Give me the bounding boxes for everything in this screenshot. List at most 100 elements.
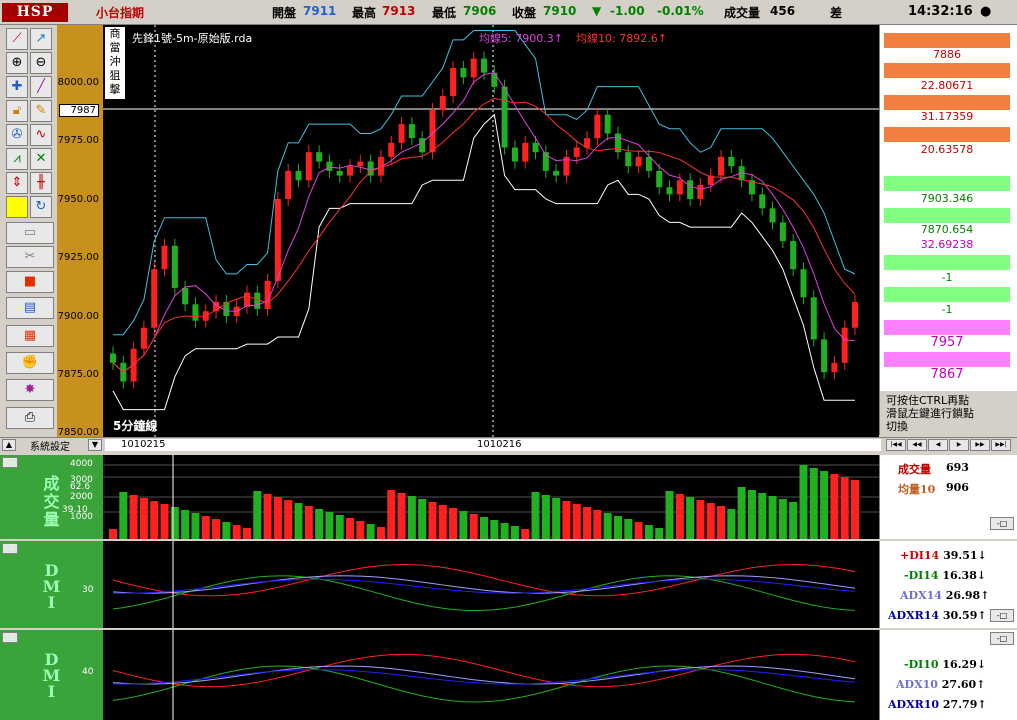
candle	[460, 60, 467, 85]
scroll-up-icon[interactable]: ▲	[2, 439, 16, 451]
folder-icon[interactable]: ▭	[6, 222, 54, 244]
pointer-icon[interactable]: ↗	[30, 28, 52, 50]
date-tick: 1010216	[477, 439, 522, 450]
volume-bar	[418, 499, 427, 539]
quote-bar: HSP 小台指期 開盤 7911 最高 7913 最低 7906 收盤 7910…	[0, 0, 1017, 25]
volume-bar	[851, 480, 859, 539]
vol-tick: 3000	[70, 475, 93, 485]
first-page-button[interactable]: |◀◀	[886, 439, 906, 451]
vol-tick-small: 62.6	[70, 482, 91, 492]
report-icon[interactable]: ▤	[6, 297, 54, 319]
candle	[687, 173, 694, 207]
value-bar-orange	[884, 95, 1010, 110]
pin-icon[interactable]: -□	[990, 609, 1014, 622]
refresh-icon[interactable]: ↻	[30, 196, 52, 218]
lock-icon[interactable]: 🔓︎	[6, 100, 28, 122]
volume-bar	[531, 492, 540, 539]
value-bar-orange	[884, 127, 1010, 142]
value-text: 7870.654	[920, 223, 974, 236]
grid-icon[interactable]: ▦	[6, 325, 54, 347]
candle	[501, 79, 508, 155]
arrow-up-icon: ↑	[977, 609, 987, 622]
trend-line-icon[interactable]: ⟋	[6, 28, 28, 50]
adx-line	[112, 575, 856, 594]
volume-bar	[737, 487, 746, 539]
vol-tick: 2000	[70, 492, 93, 502]
back-button[interactable]: ◀	[928, 439, 948, 451]
pin-icon[interactable]: -□	[990, 632, 1014, 645]
arrow-up-icon: ↑	[977, 698, 987, 711]
scroll-down-icon[interactable]: ▼	[88, 439, 102, 451]
zoom-in-icon[interactable]: ⊕	[6, 52, 28, 74]
pin-icon[interactable]: -□	[2, 457, 18, 468]
date-track[interactable]: 1010215 1010216	[105, 439, 881, 451]
candle	[645, 149, 652, 178]
volume-bar	[768, 496, 777, 539]
stop-icon[interactable]: ■	[6, 271, 54, 293]
candle	[542, 145, 549, 178]
pin-icon[interactable]: -□	[990, 517, 1014, 530]
wave-icon[interactable]: ∿	[30, 124, 52, 146]
volume-bar	[232, 525, 241, 539]
dmi1-name: -DI14	[904, 569, 939, 582]
value-text: -1	[941, 271, 953, 284]
up-down-icon[interactable]: ⇕	[6, 172, 28, 194]
volume-chart[interactable]	[103, 455, 879, 539]
adxr-line	[112, 669, 856, 685]
fast-forward-button[interactable]: ▶▶	[970, 439, 990, 451]
indicator-values-panel: 7886 22.80671 31.17359 20.63578 7903.346…	[879, 25, 1017, 435]
value-bar-green	[884, 176, 1010, 191]
dmi2-plot	[112, 630, 856, 720]
pencil-icon[interactable]: ✎	[30, 100, 52, 122]
candle	[254, 285, 261, 316]
volume-bar	[242, 528, 251, 539]
pin-icon[interactable]: -□	[2, 543, 18, 554]
settings-wheel-icon[interactable]: ✇	[6, 124, 28, 146]
volume-bar	[428, 502, 437, 539]
candle-icon[interactable]: ╫	[30, 172, 52, 194]
value-bar-orange	[884, 63, 1010, 78]
candle	[779, 215, 786, 249]
dmi2-row: -DI10 16.29↓	[904, 658, 986, 671]
plus-di-line	[112, 563, 856, 597]
adxr-line	[112, 578, 856, 594]
price-tick: 7950.00	[57, 194, 99, 205]
candle	[419, 131, 426, 160]
dmi2-chart[interactable]	[103, 630, 879, 720]
last-page-button[interactable]: ▶▶|	[991, 439, 1011, 451]
gloves-icon[interactable]: ✊	[6, 352, 54, 374]
candle	[522, 135, 529, 169]
line-tool-icon[interactable]: ╱	[30, 76, 52, 98]
cut-icon[interactable]: ✂	[6, 246, 54, 268]
hint-line: 可按住CTRL再點	[886, 394, 970, 407]
candle	[553, 163, 560, 183]
splash-icon[interactable]: ✸	[6, 379, 54, 401]
candle	[398, 117, 405, 150]
candlestick-chart[interactable]: 先鋒1號-5m-原始版.rda 均線5: 7900.3↑ 均線10: 7892.…	[103, 25, 879, 437]
yellow-color-icon[interactable]	[6, 196, 28, 218]
candle	[336, 163, 343, 183]
ma10-line	[112, 97, 856, 373]
crosshair-icon[interactable]: ✚	[6, 76, 28, 98]
zoom-out-icon[interactable]: ⊖	[30, 52, 52, 74]
volume-label: 成交量	[724, 6, 761, 20]
arrow-down-icon: ↓	[977, 549, 987, 562]
side-tag-char: 狙	[109, 69, 121, 82]
printer-icon[interactable]: ⎙	[6, 407, 54, 429]
volume-bar	[315, 509, 324, 539]
volume-bar	[129, 495, 138, 539]
fast-back-button[interactable]: ◀◀	[907, 439, 927, 451]
minus-di-line	[112, 665, 856, 703]
volume-bar	[727, 509, 736, 539]
system-settings-link[interactable]: 系統設定	[30, 442, 70, 453]
pin-icon[interactable]: -□	[2, 632, 18, 643]
dmi1-panel-label: -□ DMI 30	[0, 541, 103, 628]
volume-bar	[624, 519, 633, 539]
indicator-icon[interactable]: ⩘	[6, 148, 28, 170]
cross-lines-icon[interactable]: ✕	[30, 148, 52, 170]
forward-button[interactable]: ▶	[949, 439, 969, 451]
status-dot-icon[interactable]: ●	[980, 4, 992, 19]
candle	[140, 320, 147, 356]
dmi1-chart[interactable]	[103, 541, 879, 628]
volume-bar	[119, 492, 128, 539]
